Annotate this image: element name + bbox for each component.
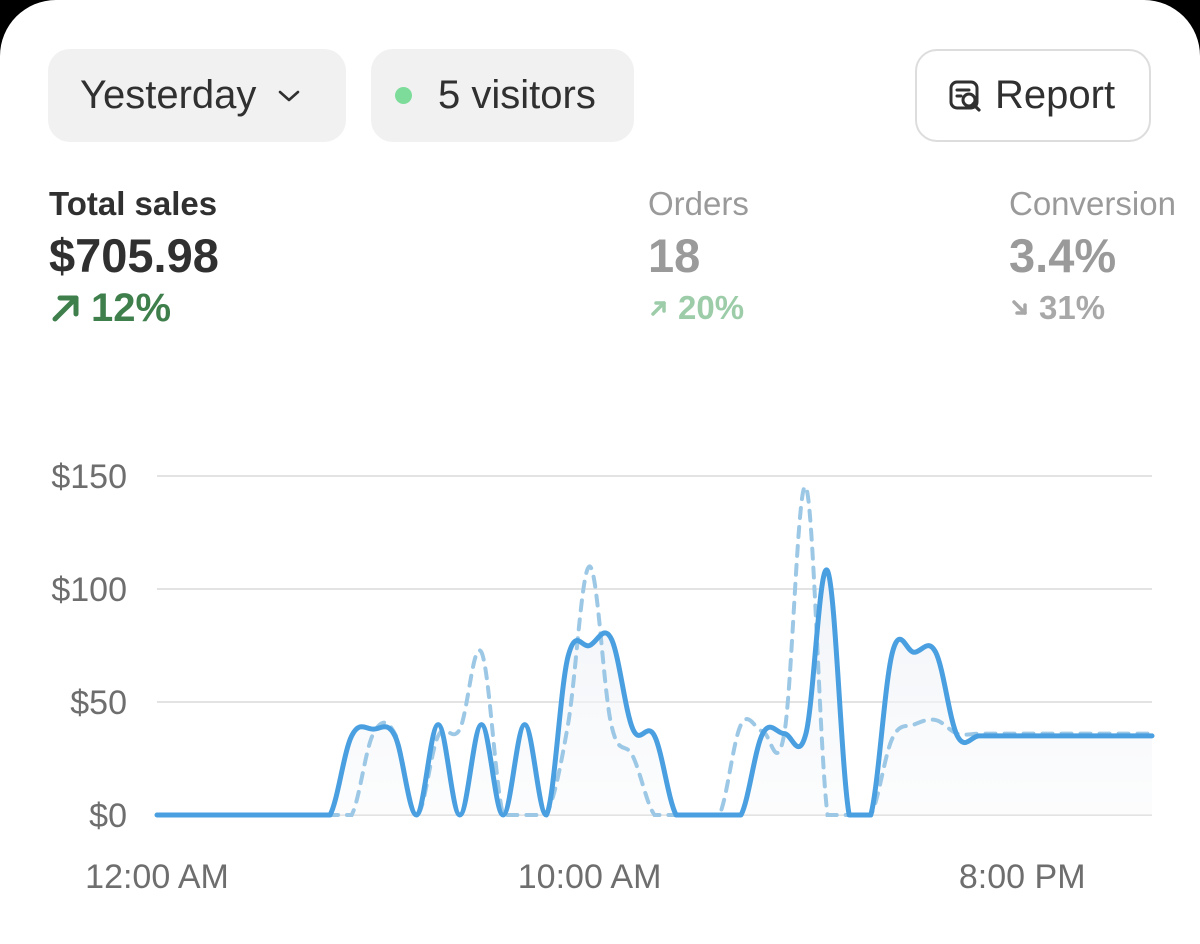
live-visitors-button[interactable]: 5 visitors <box>371 49 634 142</box>
date-range-dropdown[interactable]: Yesterday <box>48 49 346 142</box>
arrow-up-right-icon <box>651 301 666 316</box>
metric-value: 3.4% <box>1009 229 1117 282</box>
metric-total-sales[interactable]: Total sales $705.98 12% <box>49 184 219 332</box>
series-area-current <box>157 569 1152 815</box>
x-tick-label: 8:00 PM <box>959 858 1086 896</box>
metric-delta: 31% <box>1009 284 1176 332</box>
metric-label: Conversion <box>1009 185 1176 222</box>
metric-delta: 12% <box>49 284 219 332</box>
arrow-down-right-icon <box>1012 300 1027 315</box>
metric-value: $705.98 <box>49 229 219 282</box>
metric-value: 18 <box>648 229 701 282</box>
x-tick-label: 10:00 AM <box>518 858 662 896</box>
metric-delta-value: 20% <box>678 289 745 326</box>
arrow-up-right-icon <box>52 295 79 322</box>
chevron-down-icon <box>279 90 300 101</box>
y-tick-label: $0 <box>89 797 127 835</box>
report-search-icon <box>949 80 981 112</box>
live-status-dot-icon <box>395 87 412 104</box>
metric-conversion[interactable]: Conversion 3.4% 31% <box>1009 184 1176 332</box>
visitors-label: 5 visitors <box>438 73 596 117</box>
report-label: Report <box>995 73 1116 117</box>
metric-label: Total sales <box>49 185 218 222</box>
series-line-current <box>154 567 1155 818</box>
metric-orders[interactable]: Orders 18 20% <box>648 184 749 332</box>
metric-delta: 20% <box>648 284 749 332</box>
metric-delta-value: 31% <box>1039 289 1106 326</box>
y-tick-label: $150 <box>51 458 127 496</box>
sales-line-chart: $0 $50 $100 $150 12:00 AM 10:00 AM 8:00 PM <box>51 458 1155 896</box>
metric-label: Orders <box>648 185 749 222</box>
x-tick-label: 12:00 AM <box>85 858 229 896</box>
date-range-label: Yesterday <box>80 73 257 117</box>
report-button[interactable]: Report <box>915 49 1151 142</box>
y-tick-label: $100 <box>51 571 127 609</box>
metric-delta-value: 12% <box>91 286 172 330</box>
series-line-previous <box>155 485 1154 818</box>
y-tick-label: $50 <box>70 684 127 722</box>
